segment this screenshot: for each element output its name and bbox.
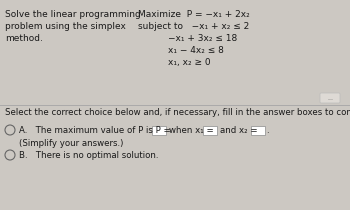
FancyBboxPatch shape [152,126,166,135]
Text: Solve the linear programming: Solve the linear programming [5,10,141,19]
Text: x₁ − 4x₂ ≤ 8: x₁ − 4x₂ ≤ 8 [168,46,224,55]
Text: Maximize  P = −x₁ + 2x₂: Maximize P = −x₁ + 2x₂ [138,10,250,19]
FancyBboxPatch shape [251,126,265,135]
Text: and x₂ =: and x₂ = [220,126,258,135]
FancyBboxPatch shape [320,93,340,103]
Text: (Simplify your answers.): (Simplify your answers.) [19,139,123,148]
Text: A.   The maximum value of P is P =: A. The maximum value of P is P = [19,126,171,135]
Text: Select the correct choice below and, if necessary, fill in the answer boxes to c: Select the correct choice below and, if … [5,108,350,117]
Text: ...: ... [327,96,333,101]
FancyBboxPatch shape [203,126,217,135]
Text: problem using the simplex: problem using the simplex [5,22,126,31]
Text: subject to   −x₁ + x₂ ≤ 2: subject to −x₁ + x₂ ≤ 2 [138,22,249,31]
Text: −x₁ + 3x₂ ≤ 18: −x₁ + 3x₂ ≤ 18 [168,34,237,43]
Text: x₁, x₂ ≥ 0: x₁, x₂ ≥ 0 [168,58,211,67]
Text: B.   There is no optimal solution.: B. There is no optimal solution. [19,151,159,160]
Text: .: . [266,126,269,135]
Text: when x₁ =: when x₁ = [169,126,214,135]
Text: method.: method. [5,34,43,43]
